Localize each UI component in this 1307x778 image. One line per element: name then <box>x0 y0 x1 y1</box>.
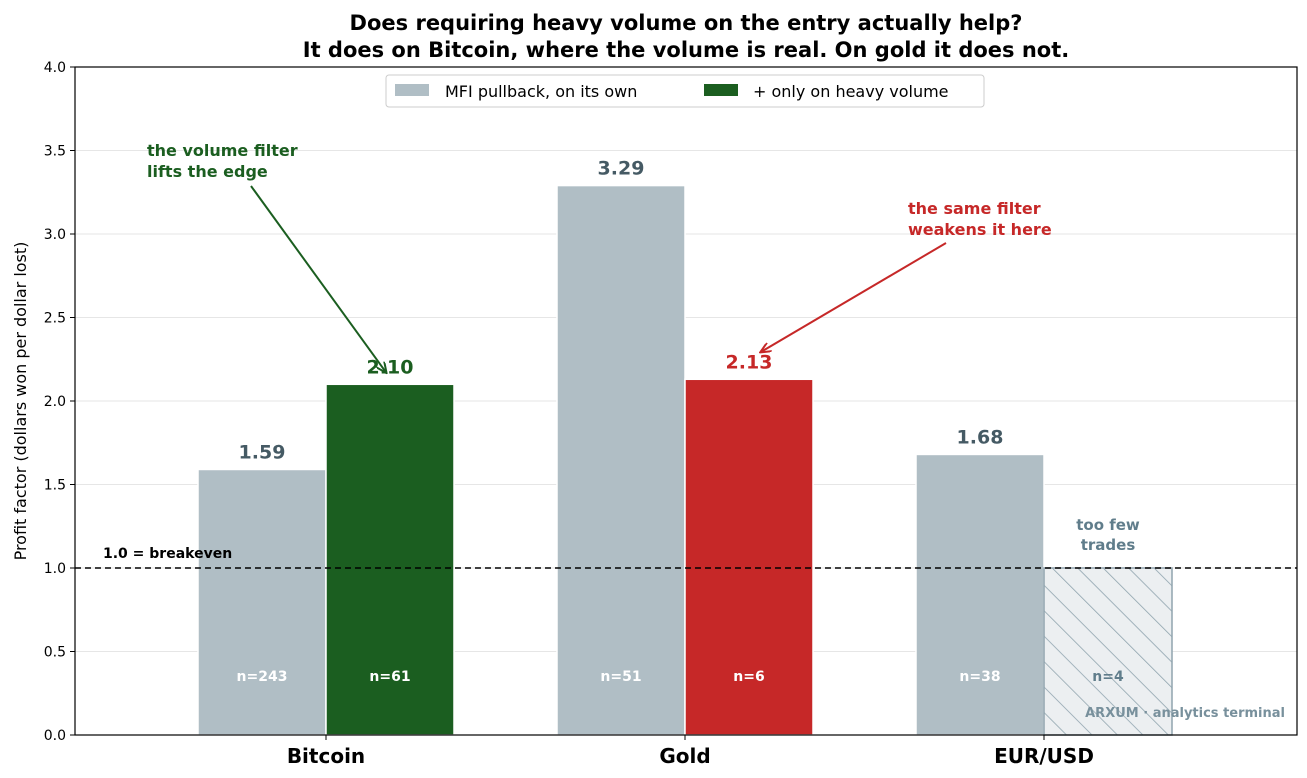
annotation-volume-lifts: the volume filter lifts the edge <box>147 141 298 181</box>
y-axis-label: Profit factor (dollars won per dollar lo… <box>11 242 30 561</box>
bar-value-label: 2.13 <box>726 351 773 373</box>
x-tick-label: Bitcoin <box>287 744 365 768</box>
legend: MFI pullback, on its own + only on heavy… <box>385 74 985 108</box>
chart-title: Does requiring heavy volume on the entry… <box>350 11 1023 35</box>
y-tick-label: 3.0 <box>44 227 66 243</box>
legend-box <box>385 74 985 108</box>
annotation-arrow-red <box>761 242 947 352</box>
bar-value-label: 3.29 <box>598 158 645 180</box>
watermark: ARXUM · analytics terminal <box>1085 706 1285 721</box>
legend-swatch-standalone <box>395 84 429 96</box>
legend-swatch-heavy-volume <box>704 84 738 96</box>
y-tick-label: 0.5 <box>44 645 66 661</box>
bar-value-label: 1.59 <box>239 441 286 463</box>
plot-frame <box>74 66 1298 736</box>
x-tick-label: Gold <box>659 744 710 768</box>
bar-count-label: n=61 <box>369 669 410 685</box>
y-tick-label: 2.5 <box>44 311 66 327</box>
bar-hatch <box>1044 568 1172 735</box>
y-tick-label: 1.5 <box>44 478 66 494</box>
y-tick-label: 0.0 <box>44 728 66 744</box>
y-tick-label: 3.5 <box>44 144 66 160</box>
bar-standalone <box>915 453 1045 736</box>
x-tick-label: EUR/USD <box>994 744 1094 768</box>
bar-count-label: n=6 <box>733 669 764 685</box>
x-axis-ticks: Bitcoin Gold EUR/USD <box>287 735 1094 768</box>
legend-label-standalone: MFI pullback, on its own <box>445 82 637 101</box>
annotation-arrow-green <box>250 185 386 372</box>
annotations: the volume filter lifts the edge the same … <box>147 141 1140 554</box>
y-tick-label: 4.0 <box>44 60 66 76</box>
bar-count-label: n=4 <box>1092 669 1124 685</box>
bar-standalone <box>197 468 327 736</box>
y-tick-label: 1.0 <box>44 561 66 577</box>
annotation-too-few-trades: too few trades <box>1076 516 1140 554</box>
bar-count-label: n=51 <box>600 669 641 685</box>
bar-value-label: 1.68 <box>957 426 1004 448</box>
annotation-filter-weakens: the same filter weakens it here <box>908 199 1052 239</box>
y-axis-ticks: 0.0 0.5 1.0 1.5 2.0 2.5 3.0 3.5 4.0 <box>44 60 75 744</box>
y-tick-label: 2.0 <box>44 394 66 410</box>
chart-subtitle: It does on Bitcoin, where the volume is … <box>303 38 1070 62</box>
bar-heavy-volume <box>684 378 814 736</box>
legend-label-heavy-volume: + only on heavy volume <box>753 82 949 101</box>
bar-count-label: n=38 <box>959 669 1000 685</box>
bar-standalone <box>556 184 686 736</box>
bar-labels: 1.59 n=243 2.10 n=61 3.29 n=51 2.13 n=6 1.68 n=38… <box>237 158 1124 685</box>
bar-value-label: 2.10 <box>367 356 414 378</box>
bar-count-label: n=243 <box>237 669 288 685</box>
breakeven-label: 1.0 = breakeven <box>103 546 232 562</box>
bars <box>197 184 1173 736</box>
